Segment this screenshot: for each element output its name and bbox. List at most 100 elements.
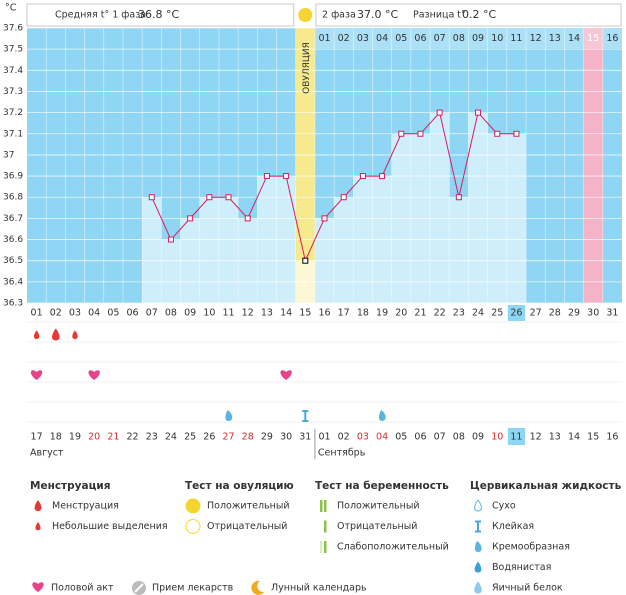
- today-box: [507, 428, 526, 445]
- x-tick-label: 10: [203, 308, 215, 319]
- y-tick-label: 36.6: [3, 235, 23, 245]
- x-tick-label: 01: [31, 308, 43, 319]
- date-label: 31: [299, 432, 311, 443]
- x-tick-label: 20: [395, 308, 407, 319]
- legend-title: Менструация: [30, 480, 110, 492]
- x-tick-label: 14: [280, 308, 292, 319]
- intercourse-icon: [280, 370, 292, 380]
- temperature-point: [340, 194, 347, 201]
- x-tick-label: 30: [587, 308, 599, 319]
- x-tick-label: 29: [568, 308, 580, 319]
- temperature-point: [359, 173, 366, 180]
- legend-icon: [320, 500, 323, 512]
- x-tick-label: 18: [357, 308, 369, 319]
- x-tick-label: 04: [88, 308, 100, 319]
- date-label: 29: [261, 432, 273, 443]
- date-label: 09: [472, 432, 484, 443]
- date-label: 23: [146, 432, 158, 443]
- phase-day: 12: [530, 33, 542, 44]
- date-label: 02: [338, 432, 350, 443]
- ovulation-sun: [298, 8, 313, 22]
- highlight-column: [583, 28, 603, 303]
- header-label: 2 фаза: [322, 10, 356, 21]
- legend-item: Менструация: [52, 501, 119, 512]
- header-value: 0.2 °C: [462, 8, 496, 21]
- y-unit: °C: [5, 3, 17, 14]
- phase-day: 13: [549, 33, 561, 44]
- temperature-point: [263, 173, 270, 180]
- temperature-point: [167, 236, 174, 243]
- x-tick-label: 26: [510, 308, 522, 319]
- temperature-point: [455, 194, 462, 201]
- date-label: 07: [434, 432, 446, 443]
- x-tick-label: 23: [453, 308, 465, 319]
- x-tick-label: 05: [107, 308, 119, 319]
- month-label: Сентябрь: [318, 448, 366, 459]
- temperature-point: [475, 109, 482, 116]
- x-tick-label: 24: [472, 308, 484, 319]
- legend-item: Положительный: [337, 501, 420, 512]
- temperature-point: [494, 130, 501, 137]
- temperature-bar: [199, 197, 219, 303]
- x-tick-label: 21: [414, 308, 426, 319]
- ovulation-column: [295, 28, 315, 303]
- legend-title: Тест на беременность: [315, 480, 449, 492]
- legend-item: Положительный: [207, 501, 290, 512]
- legend-item: Лунный календарь: [271, 583, 367, 594]
- phase-day: 05: [395, 33, 407, 44]
- date-label: 20: [88, 432, 100, 443]
- temperature-bar: [449, 197, 469, 303]
- y-tick-label: 36.4: [3, 277, 23, 287]
- date-label: 18: [50, 432, 62, 443]
- temperature-point: [417, 130, 424, 137]
- temperature-point: [436, 109, 443, 116]
- temperature-point: [302, 257, 309, 264]
- header-value: 37.0 °C: [357, 8, 398, 21]
- y-tick-label: 37.4: [3, 66, 23, 76]
- legend-icon: [324, 500, 327, 512]
- y-tick-label: 36.7: [3, 214, 23, 224]
- date-label: 04: [376, 432, 388, 443]
- header-box: [315, 3, 622, 27]
- today-box: [507, 305, 526, 321]
- y-tick-label: 37.1: [3, 129, 23, 139]
- phase-day: 14: [568, 33, 580, 44]
- phase-day: 04: [376, 33, 388, 44]
- x-tick-label: 22: [434, 308, 446, 319]
- date-label: 28: [242, 432, 254, 443]
- x-tick-label: 27: [530, 308, 542, 319]
- legend-icon: [474, 499, 482, 512]
- y-tick-label: 36.3: [3, 299, 23, 309]
- legend-item: Отрицательный: [207, 521, 287, 532]
- date-label: 11: [510, 432, 522, 443]
- legend-item: Прием лекарств: [152, 583, 234, 594]
- x-tick-label: 09: [184, 308, 196, 319]
- legend-icon: [475, 520, 481, 533]
- date-label: 14: [568, 432, 580, 443]
- legend-title: Цервикальная жидкость: [470, 480, 622, 492]
- header-box: [26, 3, 295, 27]
- legend-icon: [32, 582, 44, 592]
- date-label: 27: [222, 432, 234, 443]
- phase-day-row: [314, 29, 622, 49]
- header-value: 36.8 °C: [138, 8, 179, 21]
- x-tick-label: 31: [606, 308, 618, 319]
- header-label: Разница t°: [413, 10, 466, 21]
- date-label: 12: [530, 432, 542, 443]
- date-label: 21: [107, 432, 119, 443]
- legend-icon: [474, 581, 482, 594]
- legend-icon: [324, 541, 327, 553]
- intercourse-icon: [30, 370, 43, 380]
- date-label: 25: [184, 432, 196, 443]
- phase-day: 08: [453, 33, 465, 44]
- legend-item: Слабоположительный: [337, 542, 449, 553]
- legend-title: Тест на овуляцию: [185, 480, 294, 492]
- x-tick-label: 11: [222, 308, 234, 319]
- x-tick-label: 13: [261, 308, 273, 319]
- y-tick-label: 37.2: [3, 108, 23, 118]
- x-tick-label: 03: [69, 308, 81, 319]
- phase-day: 01: [318, 33, 330, 44]
- temperature-bar: [334, 197, 354, 303]
- legend-icon: [35, 522, 41, 531]
